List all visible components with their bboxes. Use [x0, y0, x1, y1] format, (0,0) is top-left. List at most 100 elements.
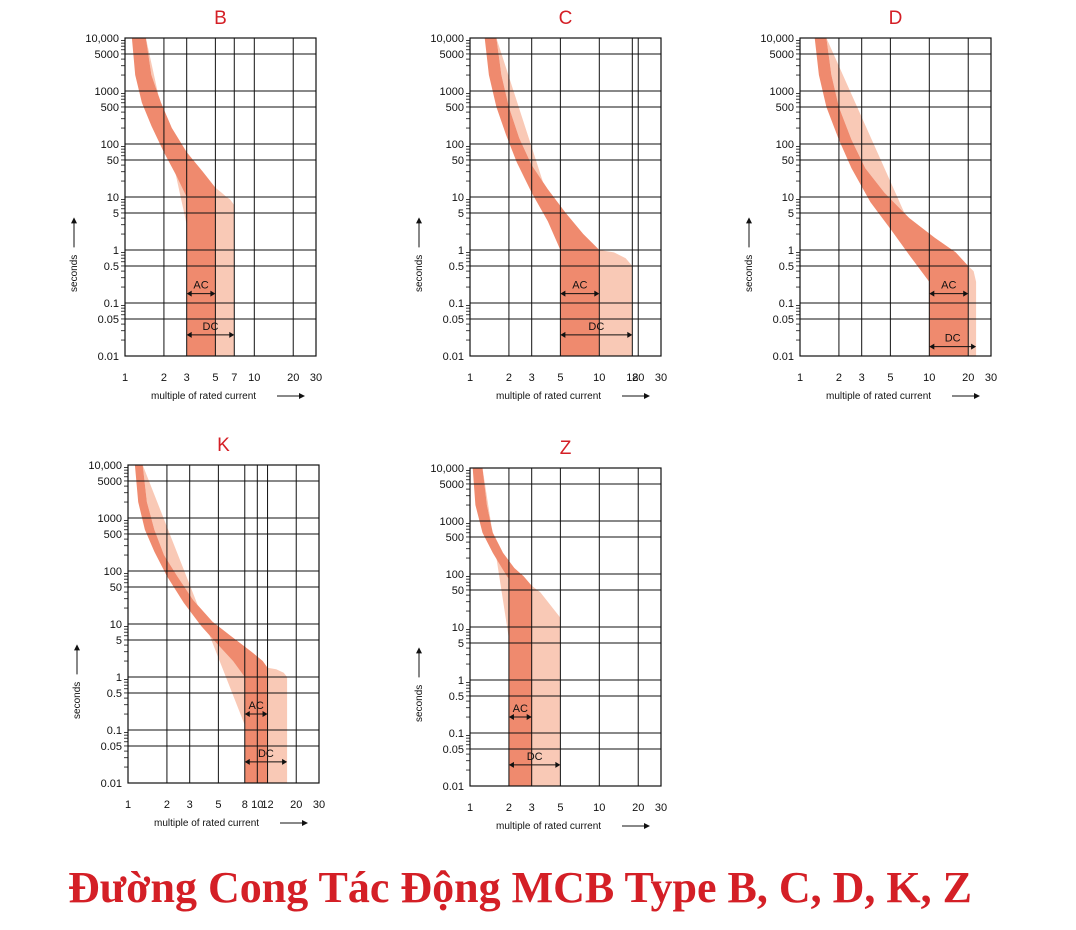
- ac-label: AC: [193, 280, 208, 292]
- x-tick-label: 20: [287, 372, 299, 384]
- x-tick-label: 7: [231, 372, 237, 384]
- x-tick-label: 3: [529, 372, 535, 384]
- dc-label: DC: [588, 321, 604, 333]
- x-tick-label: 1: [467, 802, 473, 814]
- y-axis-arrowhead: [416, 217, 422, 224]
- x-tick-label: 20: [632, 372, 644, 384]
- x-tick-label: 3: [859, 372, 865, 384]
- y-tick-label: 5000: [98, 476, 122, 488]
- y-tick-label: 500: [101, 102, 119, 114]
- y-tick-label: 0.05: [98, 314, 119, 326]
- dc-arrow-left: [186, 331, 192, 338]
- x-tick-label: 1: [797, 372, 803, 384]
- x-tick-label: 2: [164, 799, 170, 811]
- x-tick-label: 2: [506, 372, 512, 384]
- y-tick-label: 5: [113, 208, 119, 220]
- y-tick-label: 1000: [98, 513, 122, 525]
- dc-arrow-right: [555, 761, 561, 768]
- y-tick-label: 100: [446, 569, 464, 581]
- plot-frame: [124, 37, 317, 357]
- chart-title: C: [559, 8, 573, 29]
- y-tick-label: 1: [788, 245, 794, 257]
- y-tick-label: 10: [107, 192, 119, 204]
- y-tick-label: 0.5: [449, 261, 464, 273]
- plot-frame: [469, 467, 662, 787]
- ac-arrow-left: [244, 711, 250, 718]
- y-tick-label: 0.01: [101, 778, 122, 790]
- x-tick-label: 5: [557, 372, 563, 384]
- chart-title: K: [217, 435, 230, 456]
- x-tick-label: 5: [887, 372, 893, 384]
- chart-title: D: [889, 8, 903, 29]
- y-tick-label: 0.1: [449, 728, 464, 740]
- chart-b: B 0.01 0.05 0.1 0.5 1 5 10 50 100 500 1000 5000 10,00…: [69, 8, 322, 402]
- x-tick-label: 12: [261, 799, 273, 811]
- x-tick-label: 20: [290, 799, 302, 811]
- y-tick-label: 1000: [770, 86, 794, 98]
- y-tick-label: 10,000: [430, 33, 464, 45]
- y-tick-label: 5000: [95, 49, 119, 61]
- dc-arrow-right: [971, 343, 977, 350]
- y-tick-label: 100: [104, 566, 122, 578]
- plot-frame: [799, 37, 992, 357]
- y-tick-label: 10,000: [760, 33, 794, 45]
- y-tick-label: 5: [458, 208, 464, 220]
- dc-label: DC: [258, 748, 274, 760]
- x-tick-label: 10: [593, 802, 605, 814]
- y-tick-label: 0.05: [773, 314, 794, 326]
- y-tick-label: 5000: [440, 49, 464, 61]
- x-tick-label: 1: [122, 372, 128, 384]
- y-axis-label: seconds: [72, 682, 83, 719]
- x-tick-label: 10: [923, 372, 935, 384]
- ac-arrow-right: [262, 711, 268, 718]
- x-tick-label: 2: [161, 372, 167, 384]
- ac-arrow-right: [526, 714, 532, 721]
- dc-label: DC: [945, 333, 961, 345]
- x-tick-label: 3: [184, 372, 190, 384]
- x-axis-arrowhead: [644, 393, 650, 399]
- x-axis-arrowhead: [299, 393, 305, 399]
- y-tick-label: 1: [113, 245, 119, 257]
- y-tick-label: 1000: [440, 516, 464, 528]
- y-tick-label: 50: [107, 155, 119, 167]
- y-tick-label: 10: [782, 192, 794, 204]
- x-tick-label: 20: [632, 802, 644, 814]
- x-tick-label: 5: [215, 799, 221, 811]
- dc-arrow-right: [282, 758, 288, 765]
- y-tick-label: 50: [452, 155, 464, 167]
- ac-label: AC: [572, 280, 587, 292]
- ac-arrow-left: [186, 290, 192, 297]
- y-axis-label: seconds: [414, 685, 425, 722]
- y-tick-label: 10: [110, 619, 122, 631]
- y-tick-label: 50: [452, 585, 464, 597]
- y-tick-label: 0.1: [104, 298, 119, 310]
- y-tick-label: 0.01: [443, 781, 464, 793]
- x-tick-label: 3: [187, 799, 193, 811]
- y-axis-arrowhead: [71, 217, 77, 224]
- y-tick-label: 500: [446, 102, 464, 114]
- y-axis-label: seconds: [69, 255, 80, 292]
- ac-arrow-left: [929, 290, 935, 297]
- ac-label: AC: [513, 703, 528, 715]
- x-tick-label: 10: [593, 372, 605, 384]
- x-tick-label: 30: [310, 372, 322, 384]
- chart-title: Z: [560, 438, 572, 459]
- y-tick-label: 0.5: [779, 261, 794, 273]
- y-tick-label: 1: [458, 245, 464, 257]
- y-tick-label: 0.05: [443, 744, 464, 756]
- x-tick-label: 30: [985, 372, 997, 384]
- y-tick-label: 0.05: [443, 314, 464, 326]
- x-tick-label: 1: [125, 799, 131, 811]
- x-axis-arrowhead: [644, 823, 650, 829]
- y-tick-label: 500: [104, 529, 122, 541]
- x-tick-label: 20: [962, 372, 974, 384]
- y-tick-label: 0.01: [443, 351, 464, 363]
- chart-d: D 0.01 0.05 0.1 0.5 1 5 10 50 100 500 1000 5000 10,00…: [744, 8, 997, 402]
- y-tick-label: 10: [452, 192, 464, 204]
- chart-z: Z 0.01 0.05 0.1 0.5 1 5 10 50 100 500 1000 5000 10,00…: [414, 438, 667, 832]
- x-axis-label: multiple of rated current: [154, 818, 259, 829]
- x-axis-label: multiple of rated current: [151, 391, 256, 402]
- y-tick-label: 100: [101, 139, 119, 151]
- y-tick-label: 10,000: [88, 460, 122, 472]
- ac-arrow-left: [508, 714, 514, 721]
